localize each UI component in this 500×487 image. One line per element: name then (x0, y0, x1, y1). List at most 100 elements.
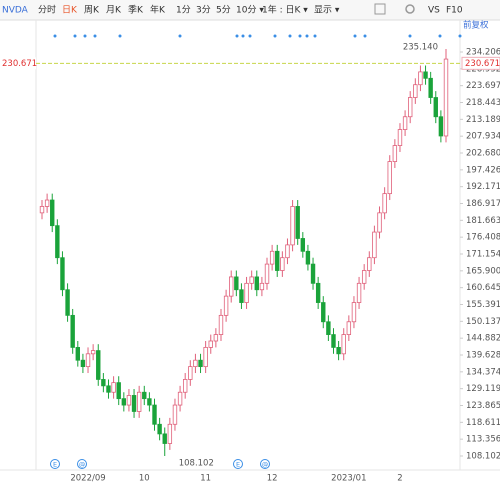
candle-body (244, 282, 249, 303)
high-annotation: 235.140 (403, 43, 438, 53)
candle-body (377, 212, 382, 233)
toolbar-item[interactable]: 分时 (38, 4, 56, 16)
candle-body (50, 199, 55, 227)
candle-body (70, 314, 75, 348)
event-icon-label: E (236, 461, 240, 469)
candle-body (136, 391, 142, 412)
y-tick-label: 118.611 (466, 418, 500, 428)
candle-body (285, 244, 290, 259)
event-icon[interactable] (50, 459, 60, 469)
candle-body (275, 250, 280, 271)
y-tick-label: 129.119 (466, 384, 500, 394)
toolbar-item[interactable]: 季K (128, 4, 144, 16)
candle-body (121, 398, 127, 406)
candle-body (418, 71, 423, 86)
candle-body (106, 385, 111, 393)
y-tick-label: 202.680 (466, 149, 500, 159)
toolbar-item[interactable]: 5分 (216, 5, 231, 16)
y-tick-label: 155.391 (466, 300, 500, 310)
candle-body (96, 350, 101, 380)
toolbar-item[interactable]: 1分 (176, 5, 191, 16)
candle-body (131, 395, 137, 412)
candle-body (321, 302, 326, 323)
candle-body (413, 84, 418, 98)
y-tick-label: 123.865 (466, 401, 500, 411)
toolbar-item[interactable]: 周K (84, 5, 100, 16)
last-price-box (0, 57, 36, 70)
toolbar-item[interactable]: 日K (62, 5, 78, 16)
candle-body (305, 250, 311, 265)
candle-body (443, 58, 449, 137)
y-tick-label: 218.443 (466, 98, 500, 108)
x-tick-label: 2022/09 (70, 474, 105, 484)
candle-body (213, 334, 219, 342)
candle-body (356, 282, 362, 303)
last-price-label: 230.671 (2, 59, 37, 69)
x-tick-label: 11 (200, 474, 211, 484)
candle-body (172, 404, 178, 425)
candle-body (387, 161, 392, 195)
candle-body (203, 346, 208, 368)
y-tick-label: 207.934 (466, 132, 500, 142)
candle-body (428, 77, 433, 98)
last-price-label: 230.671 (465, 59, 500, 69)
y-tick-label: 181.663 (466, 216, 500, 226)
event-icon-label: @ (262, 461, 269, 469)
candle-body (55, 225, 60, 259)
settings-icon[interactable] (405, 4, 415, 14)
y-tick-label: 108.102 (466, 451, 500, 461)
y-tick-label: 134.374 (466, 367, 500, 377)
candle-body (392, 145, 398, 162)
toolbar-item[interactable]: 月K (106, 5, 122, 16)
last-price-box (461, 56, 500, 70)
checkbox-icon[interactable] (374, 3, 386, 15)
toolbar-item[interactable]: NVDA (2, 6, 29, 16)
low-annotation: 108.102 (179, 458, 214, 468)
toolbar-item[interactable]: 3分 (196, 5, 211, 16)
toolbar-item[interactable]: 显示 ▾ (314, 5, 340, 16)
toolbar-item[interactable]: 10分 ▾ (236, 5, 264, 16)
candle-body (310, 263, 316, 284)
event-icon[interactable] (260, 459, 270, 469)
candle-body (315, 282, 321, 303)
candle-body (218, 314, 224, 335)
candle-body (116, 382, 121, 400)
candle-body (423, 71, 428, 79)
candle-body (259, 282, 265, 291)
candle-body (408, 97, 413, 118)
candle-body (331, 334, 336, 348)
candle-body (382, 193, 387, 214)
candle-body (162, 433, 167, 444)
toolbar-item[interactable]: 年K (150, 4, 166, 16)
y-tick-label: 171.154 (466, 250, 500, 260)
y-tick-label: 186.917 (466, 199, 500, 209)
candle-body (234, 276, 239, 291)
candle-body (90, 350, 96, 355)
candle-body (254, 276, 259, 291)
x-tick-label: 12 (267, 474, 278, 484)
y-tick-label: 150.137 (466, 317, 500, 327)
toolbar-item[interactable]: F10 (446, 6, 463, 16)
event-icon[interactable] (77, 459, 87, 469)
candle-body (280, 257, 285, 271)
candle-body (152, 404, 157, 425)
candle-body (229, 276, 234, 297)
toolbar-item[interactable]: 1年 : 日K ▾ (262, 4, 308, 16)
candle-body (397, 129, 403, 146)
adjust-label[interactable]: 前复权 (463, 20, 489, 31)
candle-body (80, 359, 86, 368)
y-tick-label: 223.697 (466, 81, 500, 91)
candle-body (167, 423, 173, 444)
candle-body (300, 238, 306, 252)
event-dots (53, 34, 462, 38)
y-tick-label: 213.189 (466, 115, 500, 125)
event-icon-label: @ (79, 461, 86, 469)
candle-body (264, 263, 270, 284)
event-icon[interactable] (233, 459, 243, 469)
candle-body (157, 423, 162, 435)
y-tick-label: 197.426 (466, 165, 500, 175)
candle-body (249, 276, 254, 284)
toolbar-item[interactable]: VS (428, 6, 440, 16)
candle-body (223, 295, 229, 316)
x-tick-label: 2 (397, 474, 402, 484)
